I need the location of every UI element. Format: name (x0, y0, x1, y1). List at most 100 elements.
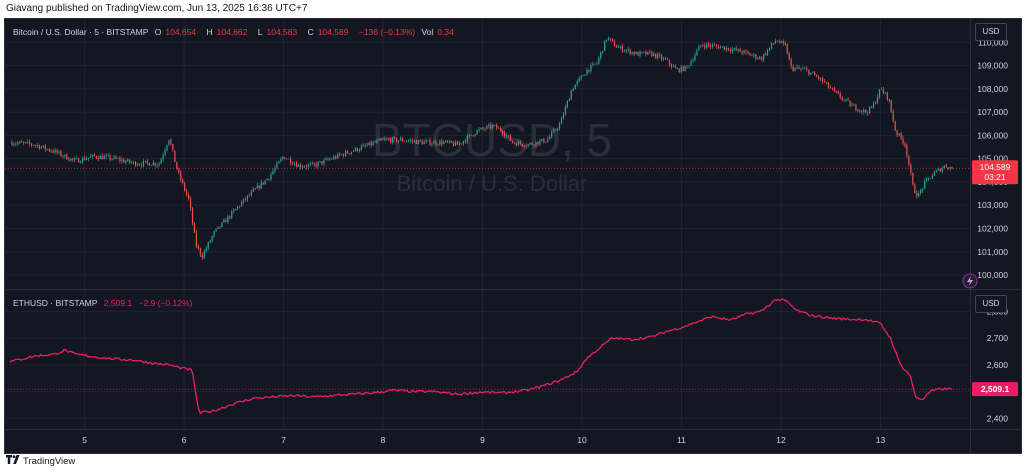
btc-candle-body (201, 254, 203, 258)
btc-candle (146, 158, 148, 166)
btc-candle (896, 129, 898, 138)
btc-candle-body (197, 246, 199, 249)
btc-candle-body (213, 231, 215, 237)
btc-candle-body (323, 159, 325, 164)
btc-candle-body (780, 41, 782, 43)
btc-candle-body (394, 137, 396, 139)
btc-candle-body (40, 146, 42, 149)
btc-candle-body (270, 174, 272, 180)
btc-candle (397, 140, 400, 144)
btc-candle (786, 43, 788, 55)
btc-candle (231, 209, 233, 220)
btc-candle (523, 144, 525, 149)
chart-frame[interactable]: BTCUSD, 5 Bitcoin / U.S. Dollar 100,000 101… (4, 18, 1022, 454)
btc-candle-body (207, 242, 209, 249)
btc-candle (680, 64, 682, 74)
btc-y-tick-label: 102,000 (977, 223, 1008, 233)
btc-candle (784, 40, 786, 46)
btc-candle (509, 133, 512, 142)
btc-candle (15, 141, 17, 147)
btc-candle-body (721, 46, 724, 47)
btc-candle (933, 170, 936, 176)
btc-candle-body (847, 99, 849, 101)
btc-candle-body (757, 58, 759, 60)
btc-candle (148, 162, 150, 166)
btc-candle-body (129, 159, 131, 163)
btc-candle-body (484, 128, 486, 130)
btc-candle-body (17, 142, 19, 144)
btc-candle-body (282, 157, 284, 159)
time-axis[interactable]: 5 6 7 8 9 10 11 12 13 (82, 435, 885, 445)
btc-candle (186, 188, 188, 197)
currency-button-top[interactable]: USD (975, 23, 1007, 41)
btc-candle (252, 187, 254, 193)
btc-candle-body (421, 141, 423, 145)
btc-candle (872, 101, 875, 109)
btc-candle (861, 110, 863, 115)
currency-button-bottom[interactable]: USD (975, 295, 1007, 313)
btc-candle (484, 127, 486, 132)
eth-symbol-label[interactable]: ETHUSD · BITSTAMP (13, 298, 98, 308)
btc-candle (666, 57, 669, 61)
btc-candle (668, 59, 671, 67)
tradingview-logo-icon[interactable] (6, 455, 20, 467)
btc-candle (339, 152, 341, 157)
btc-candle-body (390, 139, 392, 143)
btc-candle-body (105, 155, 107, 157)
eth-price-line[interactable] (9, 298, 953, 415)
btc-candle-body (125, 161, 127, 163)
btc-candle-body (706, 43, 708, 48)
btc-candle (698, 44, 700, 51)
btc-candle (136, 162, 139, 167)
btc-candle-body (766, 49, 769, 55)
btc-candle-body (91, 154, 94, 157)
btc-candle (863, 107, 865, 115)
btc-candle-body (608, 38, 610, 40)
btc-candle-body (684, 65, 686, 72)
btc-candle (623, 49, 625, 53)
btc-candle (914, 183, 916, 194)
btc-candle-body (666, 59, 669, 60)
btc-candle (555, 128, 557, 131)
btc-candle-body (865, 109, 867, 113)
btc-candle (855, 103, 857, 112)
btc-price-tag-countdown: 03:21 (984, 172, 1006, 182)
x-tick-label: 5 (82, 435, 87, 445)
btc-candle-body (72, 158, 74, 160)
btc-candle (723, 46, 726, 51)
footer-brand[interactable]: TradingView (23, 455, 76, 467)
btc-candle-body (619, 46, 621, 48)
btc-candle (525, 143, 527, 150)
btc-candle (409, 137, 411, 144)
btc-candle (494, 124, 496, 127)
btc-legend[interactable]: Bitcoin / U.S. Dollar · 5 · BITSTAMP O 10… (13, 27, 462, 37)
btc-candle-body (144, 160, 147, 162)
btc-candle (366, 142, 368, 147)
btc-candle (892, 109, 894, 123)
btc-candle-body (148, 162, 150, 166)
btc-candle-body (735, 48, 737, 51)
btc-price-axis[interactable]: 100,000101,000102,000103,000104,000105,0… (977, 37, 1008, 280)
eth-legend[interactable]: ETHUSD · BITSTAMP 2,509.1 −2.9 (−0.12%) (13, 298, 196, 308)
btc-candle (627, 46, 629, 53)
btc-candle (150, 165, 152, 166)
btc-candle (213, 230, 215, 239)
btc-candle (810, 72, 812, 75)
btc-candle-body (855, 104, 857, 110)
btc-candle-body (853, 104, 855, 106)
btc-candle (602, 50, 604, 55)
btc-candle-body (888, 99, 890, 101)
btc-candle (731, 46, 733, 55)
btc-candle (268, 178, 270, 181)
btc-candle (13, 142, 15, 147)
btc-candle (708, 41, 710, 48)
alert-lightning-icon[interactable] (962, 273, 978, 289)
btc-candle (633, 51, 635, 57)
btc-symbol-label[interactable]: Bitcoin / U.S. Dollar · 5 · BITSTAMP (13, 27, 149, 37)
btc-candle-body (154, 162, 156, 166)
btc-candles[interactable] (11, 36, 953, 261)
btc-candle-body (205, 248, 207, 252)
btc-candle (592, 61, 594, 67)
